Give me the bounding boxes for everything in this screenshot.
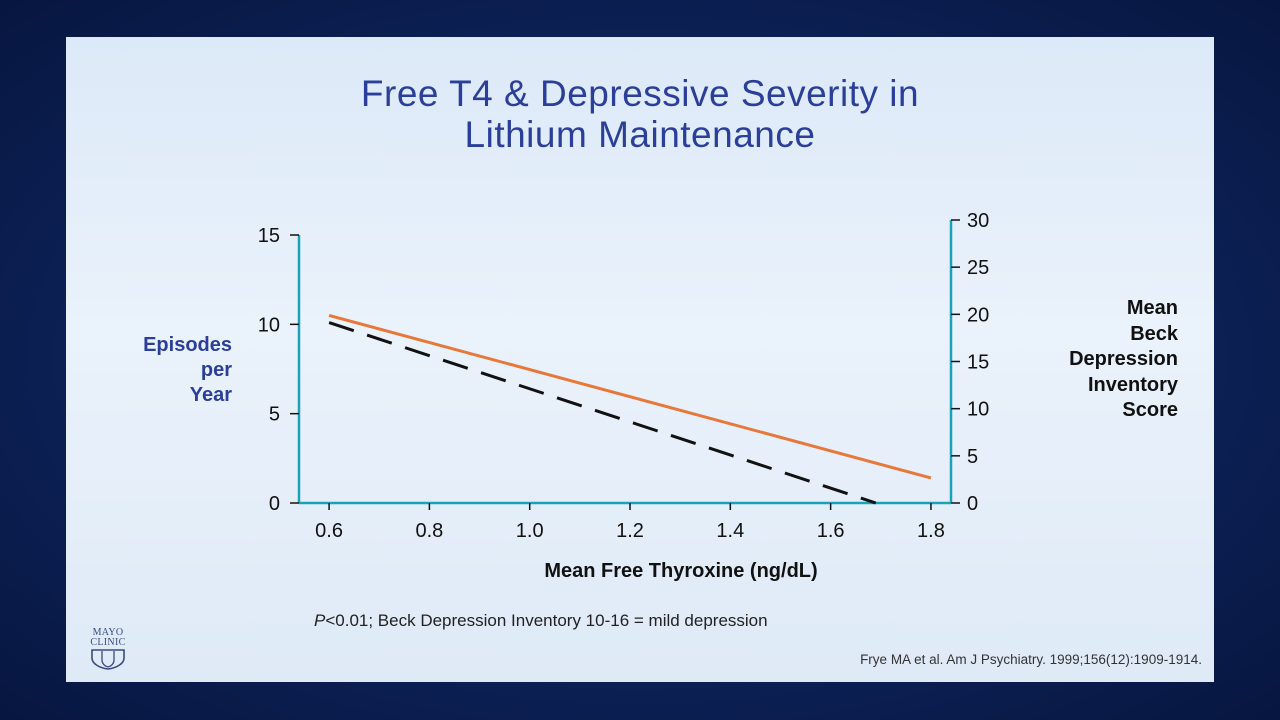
x-tick-label: 1.4	[716, 520, 744, 542]
y-left-tick-label: 0	[269, 493, 280, 515]
bdi-score-line	[328, 321, 877, 505]
episodes-per-year-line	[328, 313, 932, 480]
y-axis-right-label: Mean Beck Depression Inventory Score	[1010, 296, 1178, 424]
y-right-tick-label: 0	[967, 493, 978, 515]
mayo-clinic-logo: MAYO CLINIC	[80, 628, 136, 674]
y-left-tick-label: 5	[269, 404, 280, 426]
chart: 0.6 0.8 1.0 1.2 1.4 1.6 1.8 0 5 10 15 0 5 10 15 20 25 30	[258, 210, 990, 542]
footnote-text: <0.01; Beck Depression Inventory 10-16 =…	[325, 611, 768, 630]
x-axis-label: Mean Free Thyroxine (ng/dL)	[544, 560, 818, 582]
y-axis-left-label: Episodes per Year	[86, 333, 232, 408]
y-left-label-line: Episodes	[143, 334, 232, 356]
x-tick-label: 1.8	[917, 520, 945, 542]
x-tick-label: 1.2	[616, 520, 644, 542]
y-right-tick-label: 25	[967, 257, 989, 279]
footnote: P<0.01; Beck Depression Inventory 10-16 …	[314, 611, 768, 631]
footnote-p: P	[314, 611, 326, 630]
title-line-2: Lithium Maintenance	[464, 114, 816, 155]
y-right-label-line: Depression	[1069, 348, 1178, 370]
logo-text-2: CLINIC	[90, 637, 126, 648]
y-left-label-line: Year	[189, 384, 232, 406]
y-right-label-line: Mean	[1126, 297, 1178, 319]
slide-title: Free T4 & Depressive Severity in Lithium…	[66, 73, 1214, 155]
x-tick-label: 1.6	[817, 520, 845, 542]
logo-text-1: MAYO	[92, 627, 124, 638]
y-right-tick-label: 15	[967, 352, 989, 374]
slide: Free T4 & Depressive Severity in Lithium…	[66, 37, 1214, 682]
x-tick-label: 1.0	[516, 520, 544, 542]
x-tick-label: 0.8	[415, 520, 443, 542]
y-left-tick-label: 10	[258, 314, 280, 336]
title-line-1: Free T4 & Depressive Severity in	[360, 73, 920, 114]
shield-icon	[91, 649, 125, 670]
y-right-label-line: Beck	[1130, 322, 1178, 345]
y-right-tick-label: 20	[967, 304, 989, 326]
y-left-tick-label: 15	[258, 225, 280, 247]
y-left-label-line: per	[200, 359, 232, 381]
y-right-label-line: Score	[1122, 399, 1178, 421]
citation: Frye MA et al. Am J Psychiatry. 1999;156…	[860, 652, 1202, 667]
y-right-label-line: Inventory	[1087, 373, 1178, 396]
y-right-tick-label: 10	[967, 399, 989, 421]
y-right-tick-label: 5	[967, 446, 978, 468]
y-right-tick-label: 30	[967, 210, 989, 232]
x-tick-label: 0.6	[315, 520, 343, 542]
